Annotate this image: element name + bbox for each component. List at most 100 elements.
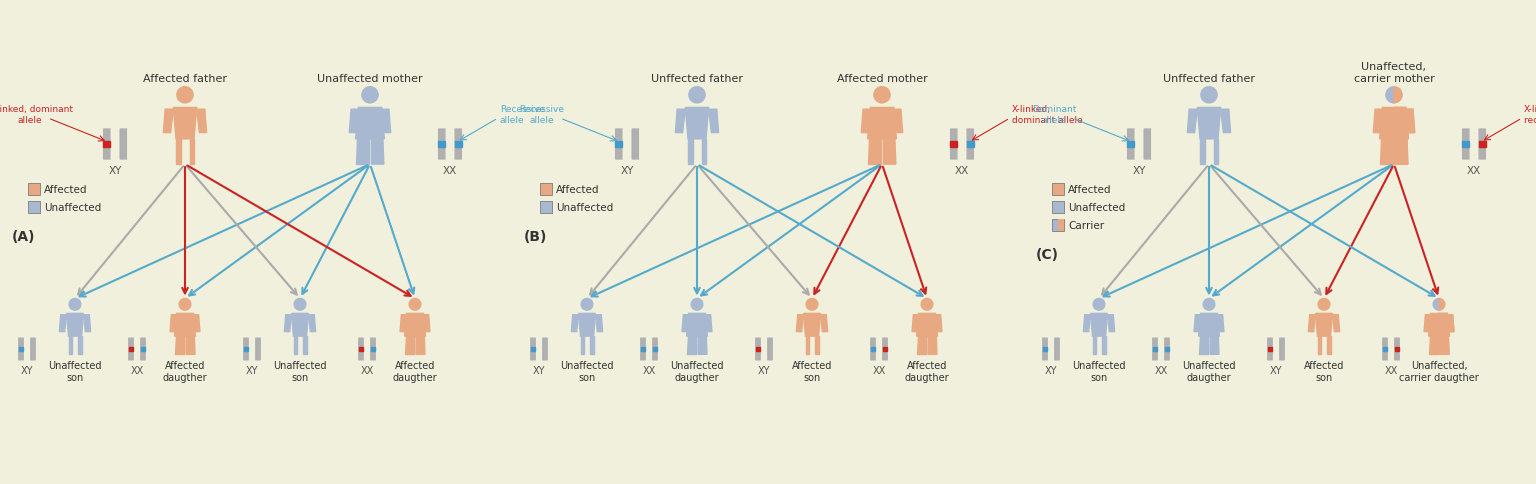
Polygon shape <box>404 314 425 336</box>
Text: Unaffected
son: Unaffected son <box>48 361 101 382</box>
FancyBboxPatch shape <box>455 129 462 160</box>
Polygon shape <box>1441 336 1448 355</box>
Polygon shape <box>1379 108 1409 139</box>
Wedge shape <box>1385 88 1395 104</box>
Wedge shape <box>1433 299 1439 311</box>
Text: Unaffected
son: Unaffected son <box>273 361 327 382</box>
Polygon shape <box>399 315 407 332</box>
Text: Affected: Affected <box>556 184 599 195</box>
Text: Unffected father: Unffected father <box>651 74 743 84</box>
Polygon shape <box>1447 315 1455 332</box>
Polygon shape <box>676 110 685 133</box>
FancyBboxPatch shape <box>255 338 261 361</box>
Polygon shape <box>406 336 413 355</box>
Wedge shape <box>1395 88 1402 104</box>
Bar <box>1052 201 1064 213</box>
Polygon shape <box>682 315 688 332</box>
Bar <box>28 201 40 213</box>
Bar <box>883 347 888 352</box>
Text: Unaffected: Unaffected <box>556 203 613 212</box>
Polygon shape <box>1103 336 1106 355</box>
Polygon shape <box>1332 315 1339 332</box>
Text: XX: XX <box>872 365 886 375</box>
Bar <box>1462 141 1468 148</box>
Circle shape <box>1094 299 1104 311</box>
Polygon shape <box>382 110 390 133</box>
Polygon shape <box>805 336 809 355</box>
Polygon shape <box>917 314 937 336</box>
Text: Unaffected
daugther: Unaffected daugther <box>1183 361 1236 382</box>
Polygon shape <box>177 139 181 165</box>
Polygon shape <box>163 110 174 133</box>
FancyBboxPatch shape <box>882 338 888 361</box>
Polygon shape <box>1381 139 1393 165</box>
Circle shape <box>69 299 81 311</box>
FancyBboxPatch shape <box>653 338 657 361</box>
Polygon shape <box>1221 110 1230 133</box>
Text: Affected mother: Affected mother <box>837 74 928 84</box>
Bar <box>129 347 134 352</box>
FancyBboxPatch shape <box>243 338 249 361</box>
Bar <box>18 347 23 352</box>
Text: Affected
son: Affected son <box>793 361 833 382</box>
Circle shape <box>691 299 703 311</box>
Polygon shape <box>883 139 895 165</box>
Circle shape <box>295 299 306 311</box>
Polygon shape <box>293 336 296 355</box>
FancyBboxPatch shape <box>1127 129 1135 160</box>
FancyBboxPatch shape <box>1143 129 1150 160</box>
Bar <box>530 347 536 352</box>
Bar <box>103 141 111 148</box>
FancyBboxPatch shape <box>1462 129 1470 160</box>
Bar <box>1127 141 1134 148</box>
Polygon shape <box>424 315 430 332</box>
FancyBboxPatch shape <box>949 129 957 160</box>
Text: Affected
daugther: Affected daugther <box>905 361 949 382</box>
Polygon shape <box>1327 336 1330 355</box>
Polygon shape <box>66 314 83 336</box>
Polygon shape <box>372 139 384 165</box>
Polygon shape <box>1218 315 1224 332</box>
Text: X-linked,
recessive allele: X-linked, recessive allele <box>1524 105 1536 124</box>
Text: XX: XX <box>955 166 969 176</box>
FancyBboxPatch shape <box>766 338 773 361</box>
Text: Affected
son: Affected son <box>1304 361 1344 382</box>
Text: (B): (B) <box>524 229 547 243</box>
Text: Affected
daugther: Affected daugther <box>393 361 438 382</box>
Polygon shape <box>197 110 207 133</box>
FancyBboxPatch shape <box>641 338 647 361</box>
Text: Affected: Affected <box>45 184 88 195</box>
Text: XX: XX <box>131 365 144 375</box>
Text: XY: XY <box>246 365 258 375</box>
Text: XY: XY <box>1132 166 1146 176</box>
Polygon shape <box>1187 110 1197 133</box>
Text: Dominant
allele: Dominant allele <box>1032 105 1077 124</box>
Polygon shape <box>69 336 72 355</box>
FancyBboxPatch shape <box>358 338 364 361</box>
Text: Unaffected
son: Unaffected son <box>1072 361 1126 382</box>
FancyBboxPatch shape <box>1041 338 1048 361</box>
Polygon shape <box>186 336 195 355</box>
Polygon shape <box>820 315 828 332</box>
FancyBboxPatch shape <box>370 338 376 361</box>
Polygon shape <box>912 315 919 332</box>
Text: XY: XY <box>22 365 34 375</box>
FancyBboxPatch shape <box>120 129 127 160</box>
Bar <box>641 347 645 352</box>
Text: Unaffected,
carrier daugther: Unaffected, carrier daugther <box>1399 361 1479 382</box>
Bar <box>370 347 375 352</box>
Polygon shape <box>175 314 195 336</box>
Polygon shape <box>685 108 708 139</box>
Text: Recessive
allele: Recessive allele <box>501 105 545 124</box>
Polygon shape <box>1083 315 1091 332</box>
Bar <box>756 347 760 352</box>
Polygon shape <box>581 336 584 355</box>
Circle shape <box>362 88 378 104</box>
Bar <box>1479 141 1485 148</box>
FancyBboxPatch shape <box>1395 338 1399 361</box>
Text: Unaffected: Unaffected <box>45 203 101 212</box>
Text: Unaffected mother: Unaffected mother <box>318 74 422 84</box>
FancyBboxPatch shape <box>31 338 35 361</box>
Polygon shape <box>687 314 708 336</box>
Polygon shape <box>1405 110 1415 133</box>
